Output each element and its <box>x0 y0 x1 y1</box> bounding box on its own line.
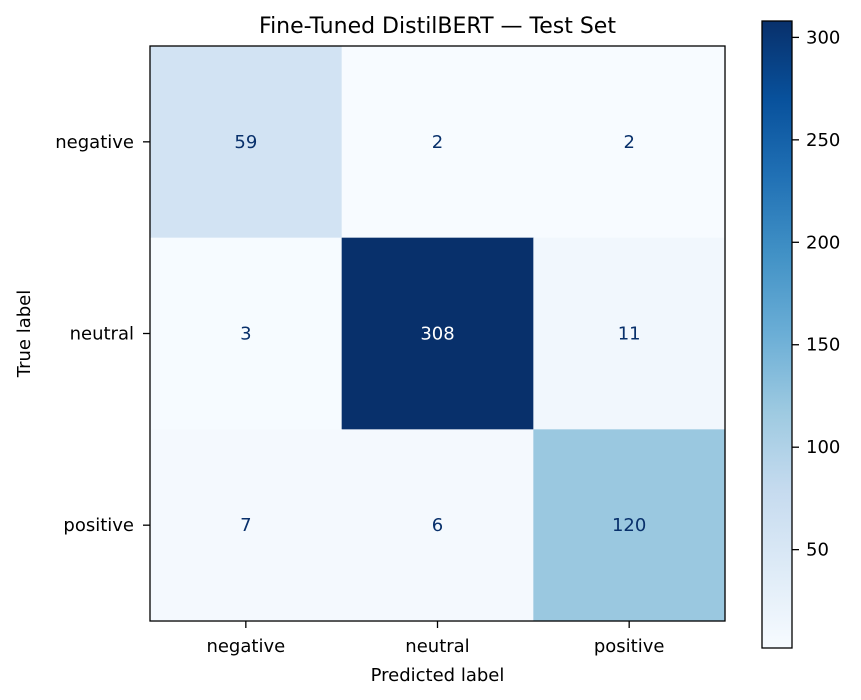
colorbar-tick-label-4: 250 <box>806 130 840 151</box>
cell-value-0-1: 2 <box>432 132 443 153</box>
cell-value-1-2: 11 <box>618 324 641 345</box>
colorbar-tick-label-0: 50 <box>806 540 829 561</box>
x-tick-label-2: positive <box>594 636 665 657</box>
cell-1-0 <box>150 237 343 430</box>
cell-value-1-1: 308 <box>420 324 454 345</box>
cell-0-2 <box>533 46 726 239</box>
chart-title: Fine-Tuned DistilBERT — Test Set <box>259 14 616 39</box>
cell-2-2 <box>533 429 726 622</box>
cell-1-1 <box>341 237 534 430</box>
cell-value-2-0: 7 <box>240 515 251 536</box>
heatmap-cells <box>150 46 726 622</box>
cell-value-labels: 59 2 2 3 308 11 7 6 120 <box>234 132 646 536</box>
cell-value-2-1: 6 <box>432 515 443 536</box>
colorbar-tick-label-3: 200 <box>806 232 840 253</box>
cell-value-0-2: 2 <box>623 132 634 153</box>
x-tick-label-0: negative <box>206 636 285 657</box>
y-tick-label-2: positive <box>63 515 134 536</box>
cell-value-2-2: 120 <box>612 515 646 536</box>
colorbar-ticks: 50 100 150 200 250 300 <box>792 27 840 561</box>
colorbar-tick-label-5: 300 <box>806 27 840 48</box>
x-axis-label: Predicted label <box>371 665 505 686</box>
colorbar-tick-label-2: 150 <box>806 335 840 356</box>
y-tick-label-1: neutral <box>70 324 134 345</box>
y-axis-ticks: negative neutral positive <box>55 132 150 536</box>
x-axis-ticks: negative neutral positive <box>206 621 664 657</box>
colorbar <box>761 20 793 649</box>
cell-value-0-0: 59 <box>234 132 257 153</box>
cell-2-0 <box>150 429 343 622</box>
cell-1-2 <box>533 237 726 430</box>
cell-2-1 <box>341 429 534 622</box>
cell-value-1-0: 3 <box>240 324 251 345</box>
x-tick-label-1: neutral <box>405 636 469 657</box>
cell-0-0 <box>150 46 343 239</box>
y-tick-label-0: negative <box>55 132 134 153</box>
cell-0-1 <box>341 46 534 239</box>
colorbar-tick-label-1: 100 <box>806 437 840 458</box>
y-axis-label: True label <box>14 290 35 379</box>
